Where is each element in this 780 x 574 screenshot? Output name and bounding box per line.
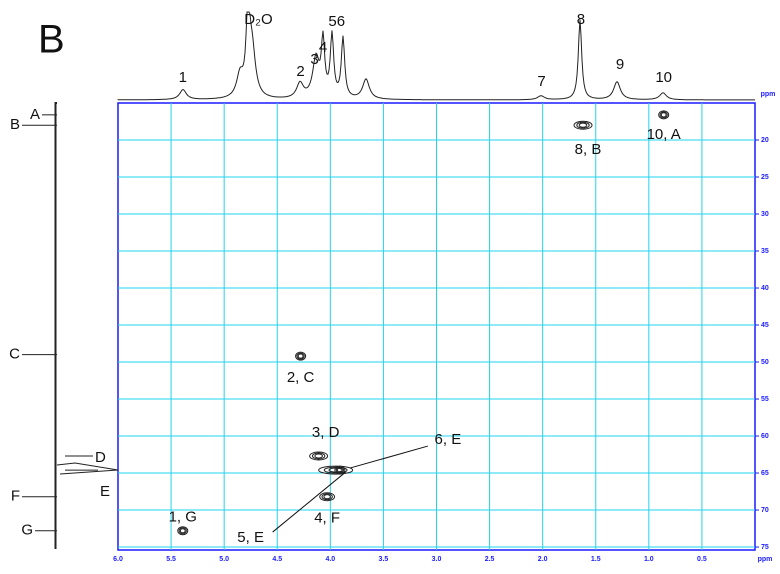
x-tick-label: 3.5 bbox=[379, 556, 389, 563]
x-tick-label: 0.5 bbox=[697, 556, 707, 563]
y-tick-label: 35 bbox=[761, 248, 769, 255]
cross-peak bbox=[573, 120, 593, 130]
x-tick-label: 2.5 bbox=[485, 556, 495, 563]
y-tick-label: 30 bbox=[761, 211, 769, 218]
x-tick-label: 6.0 bbox=[113, 556, 123, 563]
proton-peak-label: 3 bbox=[310, 51, 318, 68]
cross-peak bbox=[309, 451, 329, 461]
carbon-peak-label: F bbox=[11, 488, 20, 505]
proton-peak-label: 7 bbox=[537, 73, 545, 90]
y-tick-label: 75 bbox=[761, 544, 769, 551]
cross-peak bbox=[318, 465, 354, 475]
x-tick-label: 5.0 bbox=[219, 556, 229, 563]
cross-peak-label: 1, G bbox=[169, 509, 197, 526]
proton-peak-label: 56 bbox=[328, 13, 345, 30]
x-tick-label: 3.0 bbox=[432, 556, 442, 563]
y-tick-label: 20 bbox=[761, 137, 769, 144]
cross-peak-contour bbox=[314, 453, 323, 459]
y-tick-label: 40 bbox=[761, 285, 769, 292]
cross-peak bbox=[334, 465, 346, 475]
y-tick-label: 45 bbox=[761, 322, 769, 329]
top-unit: ppm bbox=[761, 91, 776, 98]
cross-peak-contour bbox=[179, 528, 186, 534]
leader-line bbox=[272, 471, 346, 533]
cross-peak-contour bbox=[297, 353, 304, 359]
cross-peak-label: 3, D bbox=[312, 424, 340, 441]
carbon-peak-label: C bbox=[9, 346, 20, 363]
x-unit: ppm bbox=[758, 556, 773, 563]
proton-peak-label: 4 bbox=[319, 39, 327, 56]
cross-peak-contour bbox=[336, 467, 343, 473]
panel-label: B bbox=[38, 18, 65, 62]
proton-peak-label: 8 bbox=[577, 11, 585, 28]
y-tick-label: 70 bbox=[761, 507, 769, 514]
cross-peak-contour bbox=[578, 122, 588, 128]
carbon-peak-label: B bbox=[10, 116, 20, 133]
proton-peak-label: 9 bbox=[616, 56, 624, 73]
cross-peak-contour bbox=[659, 111, 668, 119]
x-tick-label: 4.5 bbox=[272, 556, 282, 563]
proton-spectrum bbox=[117, 11, 755, 101]
cross-peak bbox=[177, 526, 189, 536]
cross-peak-label: 5, E bbox=[237, 529, 264, 546]
cross-peak-label: 4, F bbox=[314, 510, 340, 527]
y-tick-label: 65 bbox=[761, 470, 769, 477]
y-tick-label: 60 bbox=[761, 433, 769, 440]
cross-peak-contour bbox=[178, 527, 187, 535]
cross-peak-label: 2, C bbox=[287, 369, 315, 386]
x-tick-label: 2.0 bbox=[538, 556, 548, 563]
y-tick-label: 55 bbox=[761, 396, 769, 403]
cross-peak-contour bbox=[660, 112, 667, 118]
cross-peak-label: 6, E bbox=[435, 431, 462, 448]
cross-peak-contour bbox=[323, 466, 348, 474]
y-tick-label: 25 bbox=[761, 174, 769, 181]
cross-peak-contour bbox=[321, 493, 333, 501]
x-tick-label: 4.0 bbox=[325, 556, 335, 563]
carbon-spike bbox=[56, 462, 119, 475]
cross-peak-label: 8, B bbox=[575, 141, 602, 158]
cross-peak bbox=[295, 351, 307, 361]
cross-peak-label: 10, A bbox=[647, 126, 681, 143]
leader-line bbox=[349, 445, 429, 469]
cross-peak-contour bbox=[576, 121, 590, 129]
cross-peak bbox=[658, 110, 670, 120]
carbon-peak-label: E bbox=[100, 483, 110, 500]
cross-peak-contour bbox=[323, 494, 331, 500]
cross-peak-contour bbox=[296, 352, 305, 360]
proton-peak-label: 1 bbox=[179, 69, 187, 86]
proton-peak-label: D₂O bbox=[244, 11, 272, 28]
x-tick-label: 5.5 bbox=[166, 556, 176, 563]
cross-peak-contour bbox=[311, 452, 326, 460]
y-tick-label: 50 bbox=[761, 359, 769, 366]
x-tick-label: 1.5 bbox=[591, 556, 601, 563]
cross-peak-contour bbox=[335, 466, 344, 474]
carbon-peak-label: D bbox=[95, 449, 106, 466]
proton-peak-label: 10 bbox=[655, 69, 672, 86]
carbon-peak-label: G bbox=[21, 522, 33, 539]
carbon-spectrum bbox=[54, 102, 57, 549]
carbon-peak-label: A bbox=[30, 106, 40, 123]
proton-peak-label: 2 bbox=[296, 63, 304, 80]
x-tick-label: 1.0 bbox=[644, 556, 654, 563]
cross-peak bbox=[319, 492, 336, 502]
